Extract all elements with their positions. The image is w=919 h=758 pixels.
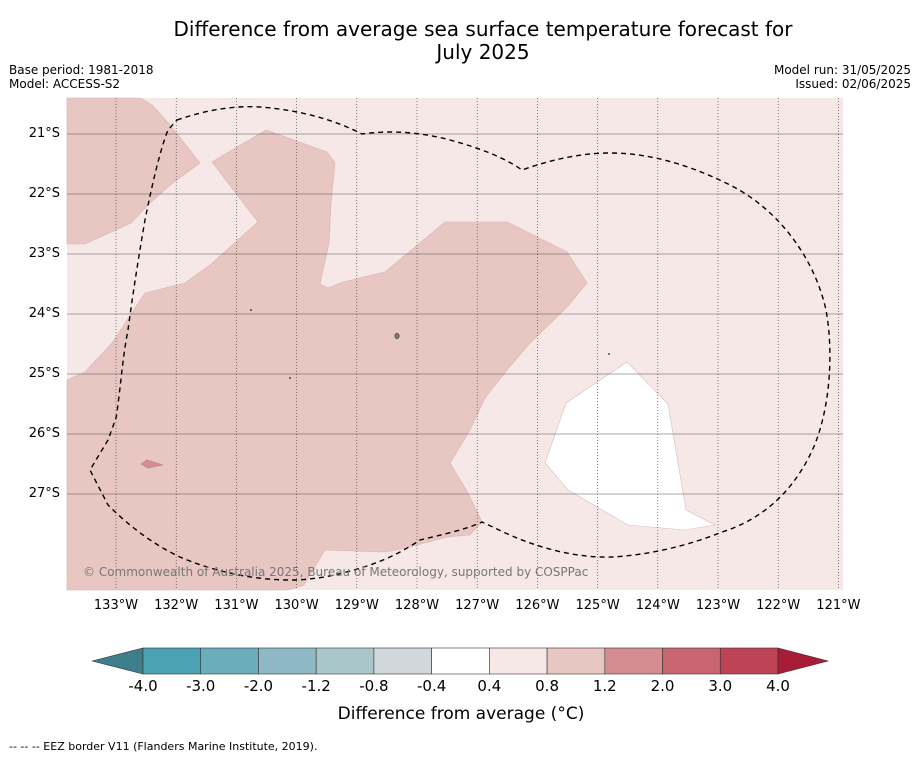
colorbar-segment (373, 647, 432, 675)
colorbar-segment (431, 647, 490, 675)
colorbar-tick-label: 0.4 (477, 677, 502, 695)
colorbar-title-close: ) (577, 704, 585, 724)
colorbar-extend-low (91, 647, 144, 675)
anomaly-region-main (66, 129, 588, 591)
latitude-label: 22°S (28, 186, 60, 201)
eez-border (89, 105, 831, 581)
colorbar-tick-label: -2.0 (243, 677, 274, 695)
eez-legend-note: -- -- -- EEZ border V11 (Flanders Marine… (9, 740, 318, 753)
latitude-label: 24°S (28, 306, 60, 321)
model-name: Model: ACCESS-S2 (9, 77, 121, 91)
longitude-label: 125°W (575, 598, 620, 613)
latitude-label: 23°S (28, 246, 60, 261)
neutral-region (544, 361, 716, 531)
longitude-label: 126°W (515, 598, 560, 613)
colorbar-tick-label: 1.2 (592, 677, 617, 695)
colorbar-tick-label: 4.0 (766, 677, 790, 695)
title-line-2: July 2025 (436, 40, 530, 64)
longitude-label: 133°W (93, 598, 139, 613)
page-title: Difference from average sea surface temp… (0, 18, 919, 64)
latitude-label: 25°S (28, 366, 60, 381)
colorbar-segment (719, 647, 779, 675)
colorbar-tick-label: 2.0 (650, 677, 675, 695)
colorbar-segment (200, 647, 259, 675)
colorbar-tick-label: -0.4 (416, 677, 447, 695)
colorbar-segment (546, 647, 606, 675)
map-grid (67, 98, 843, 590)
title-line-1: Difference from average sea surface temp… (173, 17, 793, 41)
longitude-label: 123°W (695, 598, 741, 613)
colorbar-segment (315, 647, 375, 675)
issued-date: Issued: 02/06/2025 (795, 77, 911, 91)
island-1 (394, 333, 400, 339)
island-3 (289, 377, 291, 379)
colorbar-tick-label: -1.2 (301, 677, 331, 695)
longitude-label: 124°W (635, 598, 680, 613)
copyright-notice: © Commonwealth of Australia 2025, Bureau… (83, 565, 589, 579)
longitude-label: 122°W (756, 598, 801, 613)
colorbar (91, 647, 830, 675)
colorbar-tick-label: 3.0 (708, 677, 733, 695)
colorbar-segment (604, 647, 663, 675)
colorbar-tick-label: -4.0 (128, 677, 158, 695)
anomaly-patch-west (140, 459, 164, 469)
colorbar-segment (258, 647, 317, 675)
colorbar-title-text: Difference from average ( (337, 704, 558, 724)
meta-right: Model run: 31/05/2025 Issued: 02/06/2025 (774, 63, 911, 91)
colorbar-tick-label: 0.8 (535, 677, 559, 695)
latitude-label: 26°S (28, 426, 60, 441)
longitude-label: 127°W (455, 598, 500, 613)
longitude-label: 131°W (214, 598, 259, 613)
colorbar-title: Difference from average (°C) (0, 704, 919, 724)
island-4 (608, 353, 610, 355)
model-run: Model run: 31/05/2025 (773, 63, 911, 77)
latitude-label: 27°S (28, 486, 60, 501)
colorbar-extend-high (777, 647, 830, 675)
longitude-label: 121°W (816, 598, 861, 613)
island-2 (250, 309, 252, 311)
colorbar-segment (142, 647, 202, 675)
longitude-label: 128°W (394, 598, 440, 613)
colorbar-title-unit: °C (557, 704, 578, 724)
longitude-label: 132°W (154, 598, 199, 613)
colorbar-tick-label: -0.8 (359, 677, 389, 695)
colorbar-tick-label: -3.0 (186, 677, 216, 695)
latitude-label: 21°S (28, 126, 60, 141)
longitude-label: 130°W (274, 598, 319, 613)
base-period: Base period: 1981-2018 (9, 63, 154, 77)
longitude-label: 129°W (334, 598, 379, 613)
colorbar-segment (489, 647, 548, 675)
meta-left: Base period: 1981-2018 Model: ACCESS-S2 (9, 63, 154, 91)
colorbar-segment (662, 647, 721, 675)
